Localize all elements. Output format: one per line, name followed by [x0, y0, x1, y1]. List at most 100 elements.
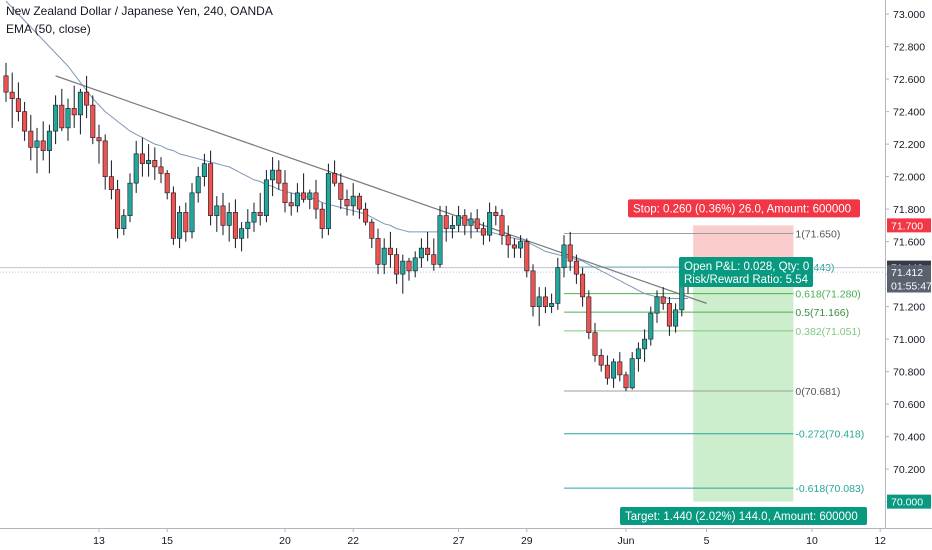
candle-body — [214, 205, 220, 216]
price-label-last: 71.412 — [891, 267, 923, 279]
fib-level-label: -0.618(70.083) — [795, 483, 864, 495]
candle-body — [567, 244, 573, 262]
candle-body — [617, 361, 623, 376]
candle-body — [263, 179, 269, 216]
candle-body — [648, 312, 654, 340]
y-tick-label: 71.600 — [893, 237, 925, 249]
fib-level-label: 1(71.650) — [795, 229, 840, 241]
candle-body — [449, 225, 455, 229]
candle-body — [15, 98, 21, 112]
candles — [3, 62, 691, 392]
candle-body — [3, 75, 9, 93]
candle-body — [530, 270, 536, 307]
x-tick-label: 5 — [704, 535, 710, 547]
candle-body — [642, 338, 648, 350]
y-tick-label: 72.000 — [893, 172, 925, 184]
candle-body — [22, 111, 28, 132]
pnl-badge-bg — [679, 257, 813, 287]
candle-body — [679, 283, 685, 311]
stop-badge-bg — [628, 199, 860, 218]
price-label-stop: 71.700 — [891, 220, 923, 232]
candle-body — [561, 244, 567, 268]
candle-body — [381, 247, 387, 265]
candle-body — [635, 348, 641, 359]
ema-50-line — [5, 0, 688, 299]
stop-badge-text: Stop: 0.260 (0.36%) 26.0, Amount: 600000 — [633, 203, 851, 215]
candle-body — [332, 173, 338, 184]
candle-body — [580, 273, 586, 298]
candle-body — [487, 212, 493, 236]
candle-body — [34, 140, 40, 148]
candle-body — [394, 254, 400, 275]
candle-body — [338, 182, 344, 200]
candle-body — [549, 303, 555, 307]
y-tick-label: 70.400 — [893, 432, 925, 444]
candle-body — [586, 296, 592, 333]
stop-badge: Stop: 0.260 (0.36%) 26.0, Amount: 600000 — [628, 199, 860, 218]
candle-body — [170, 192, 176, 239]
candle-body — [425, 247, 431, 255]
candle-body — [412, 257, 418, 272]
candle-body — [474, 218, 480, 229]
pnl-badge-text: Risk/Reward Ratio: 5.54 — [684, 274, 809, 286]
x-tick-label: 12 — [874, 535, 886, 547]
candle-body — [102, 140, 108, 177]
candle-body — [356, 195, 362, 210]
candle-body — [40, 140, 46, 151]
x-tick-label: Jun — [618, 535, 635, 547]
candle-body — [195, 176, 201, 194]
candle-body — [493, 212, 499, 216]
y-tick-label: 71.000 — [893, 334, 925, 346]
candle-body — [623, 374, 629, 389]
candle-body — [518, 241, 524, 249]
candle-body — [431, 254, 437, 265]
ema-indicator-label[interactable]: EMA (50, close) — [6, 22, 91, 36]
candle-body — [319, 208, 325, 229]
candle-body — [511, 244, 517, 249]
candle-body — [369, 221, 375, 239]
candle-body — [363, 208, 369, 223]
candle-body — [183, 212, 189, 233]
candle-body — [375, 238, 381, 265]
y-tick-label: 72.600 — [893, 74, 925, 86]
candle-body — [505, 234, 511, 246]
candle-body — [59, 104, 65, 129]
candle-body — [313, 192, 319, 210]
price-label-countdown: 01:55:47 — [891, 281, 932, 293]
candle-body — [127, 182, 133, 216]
x-tick-label: 27 — [453, 535, 465, 547]
candle-body — [400, 260, 406, 275]
price-label-target: 70.000 — [891, 497, 923, 509]
candle-body — [350, 195, 356, 207]
x-tick-label: 13 — [93, 535, 105, 547]
candle-body — [344, 199, 350, 207]
candle-body — [90, 104, 96, 138]
y-tick-label: 71.800 — [893, 204, 925, 216]
candle-body — [418, 247, 424, 259]
x-tick-label: 10 — [806, 535, 818, 547]
candle-body — [251, 212, 257, 223]
candle-body — [189, 192, 195, 233]
candle-body — [282, 182, 288, 203]
candle-body — [611, 361, 617, 379]
trendline — [55, 75, 707, 304]
price-label-bg — [887, 494, 931, 509]
candle-body — [139, 153, 145, 164]
candle-body — [201, 163, 207, 177]
y-tick-label: 73.000 — [893, 9, 925, 21]
y-tick-label: 70.200 — [893, 464, 925, 476]
candle-body — [456, 215, 462, 226]
candle-body — [629, 358, 635, 389]
candle-body — [555, 267, 561, 304]
y-tick-label: 72.200 — [893, 139, 925, 151]
candle-body — [307, 192, 313, 200]
target-badge-text: Target: 1.440 (2.02%) 144.0, Amount: 600… — [625, 511, 858, 523]
fib-level-label: -0.272(70.418) — [795, 429, 864, 441]
candle-body — [301, 192, 307, 200]
fib-level-label: 0.618(71.280) — [795, 289, 860, 301]
candle-body — [84, 91, 90, 106]
y-tick-label: 70.600 — [893, 399, 925, 411]
target-badge: Target: 1.440 (2.02%) 144.0, Amount: 600… — [620, 507, 867, 525]
